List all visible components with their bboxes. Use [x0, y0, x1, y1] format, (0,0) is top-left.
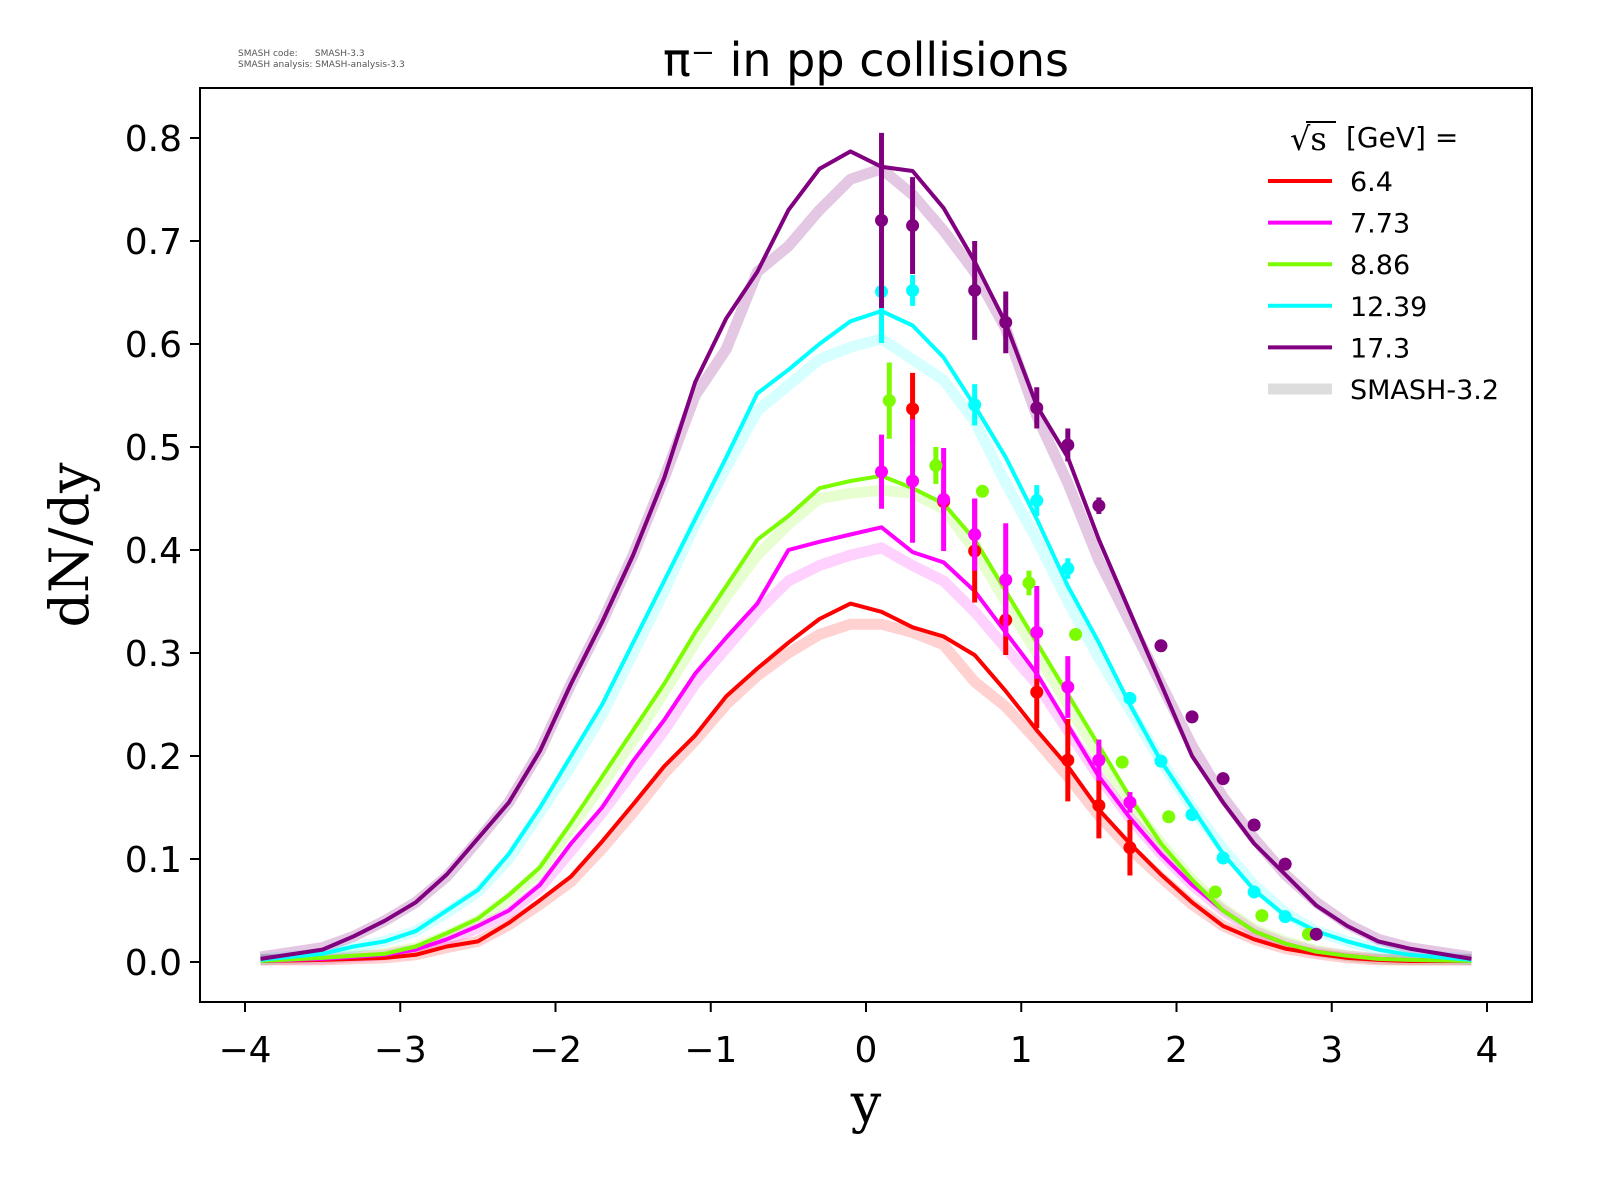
- chart-title: π⁻ in pp collisions: [663, 33, 1069, 87]
- data-point-12.39: [1061, 562, 1075, 576]
- series-line-17.3: [260, 149, 1472, 961]
- y-tick-label: 0.5: [125, 428, 182, 469]
- axes-ticks: −4 −3 −2 −1 0 1 2 3 4 0.0 0.1 0.2 0.3 0.4 0.5 0.6 0.7 0.8: [125, 119, 1499, 1071]
- data-point-8.86: [1208, 885, 1222, 899]
- data-point-7.73: [1092, 753, 1106, 767]
- data-point-17.3: [1247, 818, 1261, 832]
- data-point-17.3: [875, 213, 889, 227]
- data-point-17.3: [1092, 499, 1106, 513]
- data-point-6.4: [1030, 685, 1044, 699]
- data-point-12.39: [1185, 808, 1199, 822]
- data-point-7.73: [1123, 795, 1137, 809]
- x-tick-label: −3: [374, 1030, 427, 1071]
- data-point-17.3: [1216, 772, 1230, 786]
- version-info: SMASH code: SMASH-3.3 SMASH analysis: SM…: [238, 49, 405, 71]
- data-point-17.3: [1030, 401, 1044, 415]
- data-point-12.39: [906, 283, 920, 297]
- x-tick-label: −1: [684, 1030, 737, 1071]
- series-line-12.39: [260, 309, 1472, 962]
- data-point-7.73: [906, 474, 920, 488]
- legend-label-8.86: 8.86: [1350, 250, 1410, 281]
- data-point-17.3: [1061, 438, 1075, 452]
- data-point-7.73: [875, 465, 889, 479]
- y-tick-label: 0.4: [125, 531, 182, 572]
- data-point-17.3: [906, 219, 920, 233]
- legend-label-7.73: 7.73: [1350, 209, 1410, 240]
- reference-band-8.86: [260, 484, 1472, 966]
- legend-title: [GeV] =: [1346, 121, 1458, 154]
- y-tick-label: 0.7: [125, 222, 182, 263]
- data-point-12.39: [1154, 754, 1168, 768]
- data-point-12.39: [1123, 691, 1137, 705]
- legend-sqrt-s: √s: [1290, 120, 1327, 158]
- series-line-6.4: [260, 601, 1472, 963]
- data-point-7.73: [937, 493, 951, 507]
- data-point-6.4: [1092, 798, 1106, 812]
- y-tick-label: 0.8: [125, 119, 182, 160]
- data-point-8.86: [1162, 810, 1176, 824]
- x-tick-label: 3: [1320, 1030, 1343, 1071]
- data-point-7.73: [999, 573, 1013, 587]
- legend: √s [GeV] = 6.4 7.73 8.86 12.39 17.3 SMASH-3.2: [1268, 120, 1499, 406]
- data-point-12.39: [1278, 910, 1292, 924]
- version-line-code: SMASH code: SMASH-3.3: [238, 49, 365, 59]
- legend-label-6.4: 6.4: [1350, 167, 1393, 198]
- x-tick-label: 0: [855, 1030, 878, 1071]
- data-point-7.73: [1030, 625, 1044, 639]
- data-point-7.73: [968, 528, 982, 542]
- data-point-8.86: [975, 484, 989, 498]
- legend-label-17.3: 17.3: [1350, 333, 1410, 364]
- data-point-17.3: [999, 315, 1013, 329]
- y-axis-label: dN/dy: [38, 462, 101, 628]
- data-point-7.73: [1061, 680, 1075, 694]
- data-point-17.3: [1154, 639, 1168, 653]
- data-point-12.39: [1216, 851, 1230, 865]
- data-point-17.3: [1185, 710, 1199, 724]
- legend-label-SMASH-3.2: SMASH-3.2: [1350, 375, 1499, 406]
- x-tick-label: −2: [529, 1030, 582, 1071]
- data-point-6.4: [1061, 753, 1075, 767]
- data-point-8.86: [1255, 909, 1269, 923]
- x-tick-label: 1: [1010, 1030, 1033, 1071]
- series-line-7.73: [260, 525, 1472, 963]
- legend-label-12.39: 12.39: [1350, 292, 1427, 323]
- version-line-analysis: SMASH analysis: SMASH-analysis-3.3: [238, 60, 405, 70]
- data-point-8.86: [1069, 627, 1083, 641]
- series-line-8.86: [260, 473, 1472, 963]
- y-tick-label: 0.3: [125, 634, 182, 675]
- data-point-12.39: [1030, 494, 1044, 508]
- x-tick-label: 2: [1165, 1030, 1188, 1071]
- data-point-6.4: [906, 402, 920, 416]
- plot-area: [259, 132, 1473, 966]
- data-point-12.39: [1247, 885, 1261, 899]
- data-point-8.86: [929, 459, 943, 473]
- data-point-17.3: [1278, 857, 1292, 871]
- data-point-8.86: [1022, 576, 1036, 590]
- x-tick-label: −4: [218, 1030, 271, 1071]
- data-point-12.39: [968, 398, 982, 412]
- plot-frame: [199, 87, 1533, 1003]
- x-axis-label: y: [850, 1072, 882, 1135]
- data-point-17.3: [1309, 927, 1323, 941]
- y-tick-label: 0.0: [125, 943, 182, 984]
- data-point-8.86: [882, 394, 896, 408]
- y-tick-label: 0.1: [125, 840, 182, 881]
- y-tick-label: 0.2: [125, 737, 182, 778]
- data-point-6.4: [1123, 841, 1137, 855]
- y-tick-label: 0.6: [125, 325, 182, 366]
- data-point-17.3: [968, 283, 982, 297]
- reference-band-17.3: [259, 163, 1473, 963]
- data-point-8.86: [1115, 755, 1129, 769]
- x-tick-label: 4: [1476, 1030, 1499, 1071]
